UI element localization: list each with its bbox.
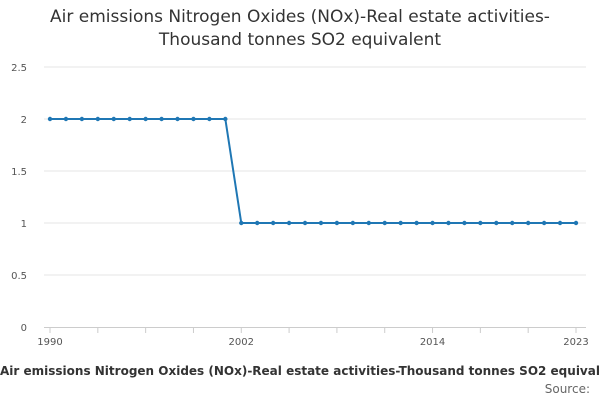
x-tick-label: 2014 (420, 337, 445, 348)
data-point (191, 116, 196, 122)
data-point (430, 220, 435, 226)
data-point (366, 220, 371, 226)
data-point (398, 220, 403, 226)
series-points (47, 116, 579, 226)
data-point (414, 220, 419, 226)
data-point (525, 220, 531, 226)
data-point (302, 220, 308, 226)
data-point (111, 116, 116, 122)
data-point (446, 220, 451, 226)
data-point (510, 220, 515, 226)
data-point (143, 116, 148, 122)
data-point (541, 220, 547, 226)
data-point (573, 220, 579, 226)
chart-title-line-2: Thousand tonnes SO2 equivalent (158, 30, 442, 50)
x-tick-label: 2023 (563, 337, 588, 348)
chart-title-line-1: Air emissions Nitrogen Oxides (NOx)-Real… (50, 7, 550, 27)
data-point (382, 220, 387, 226)
y-tick-label: 2.5 (11, 63, 27, 74)
data-point (318, 220, 324, 226)
data-point (175, 116, 180, 122)
x-axis-ticks: 1990 2002 2014 2023 (37, 327, 589, 348)
data-point (478, 220, 483, 226)
y-tick-label: 0 (21, 323, 27, 334)
data-point (223, 116, 228, 122)
data-point (557, 220, 563, 226)
y-tick-label: 1 (21, 219, 27, 230)
data-point (494, 220, 499, 226)
data-point (286, 220, 292, 226)
series-line (50, 118, 576, 224)
data-point (47, 116, 53, 122)
data-point (79, 116, 85, 122)
data-point (63, 116, 69, 122)
data-point (127, 116, 132, 122)
gridlines (44, 66, 586, 276)
data-point (334, 220, 340, 226)
data-point (270, 220, 276, 226)
data-point (255, 220, 260, 226)
x-tick-label: 2002 (229, 337, 254, 348)
footer-title: Air emissions Nitrogen Oxides (NOx)-Real… (0, 364, 600, 378)
data-point (95, 116, 101, 122)
data-point (159, 116, 164, 122)
y-tick-label: 0.5 (11, 271, 27, 282)
data-point (350, 220, 356, 226)
y-tick-label: 2 (21, 115, 27, 126)
source-label: Source: (544, 382, 590, 396)
data-point (207, 116, 212, 122)
y-tick-label: 1.5 (11, 167, 27, 178)
x-tick-label: 1990 (37, 337, 62, 348)
data-point (462, 220, 467, 226)
data-point (239, 220, 244, 226)
y-axis-ticks: 0 0.5 1 1.5 2 2.5 (11, 63, 27, 334)
chart-title: Air emissions Nitrogen Oxides (NOx)-Real… (0, 6, 600, 52)
